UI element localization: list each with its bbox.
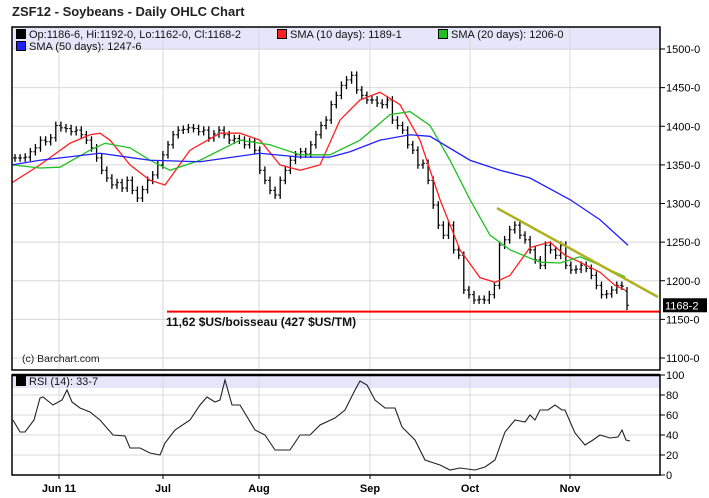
sma-line-20 [11,110,626,278]
legend-rsi-text: RSI (14): 33-7 [29,376,99,388]
rsi-line [12,377,631,471]
price-tick-label: 1400-0 [666,121,700,133]
price-legend-band [12,27,660,50]
credit: (c) Barchart.com [22,353,100,365]
price-panel-border [11,26,661,371]
legend-sma20-text: SMA (20 days): 1206-0 [451,29,564,41]
legend-rsi: RSI (14): 33-7 [16,376,98,388]
rsi-tick-label: 80 [666,390,678,402]
price-tick-label: 1350-0 [666,160,700,172]
rsi-panel-border [11,374,661,476]
rsi-tick-label: 100 [666,370,684,382]
legend-sma20: SMA (20 days): 1206-0 [438,29,564,41]
sma-line-10 [11,91,626,291]
x-tick-label: Jun 11 [42,483,76,495]
legend-sma10-text: SMA (10 days): 1189-1 [290,29,402,41]
price-tick-label: 1300-0 [666,199,700,211]
legend-ohlc: Op:1186-6, Hi:1192-0, Lo:1162-0, Cl:1168… [16,29,241,41]
legend-sma50: SMA (50 days): 1247-6 [16,41,142,53]
rsi-tick-label: 40 [666,430,678,442]
x-tick-label: Nov [560,483,582,495]
price-tick-label: 1100-0 [666,353,699,365]
price-tick-label: 1500-0 [666,44,700,56]
price-tick-label: 1200-0 [666,276,700,288]
x-tick-label: Sep [360,483,380,495]
last-price-box [663,298,707,313]
resistance-trendline [496,207,659,299]
price-tick-label: 1150-0 [666,314,699,326]
price-tick-label: 1450-0 [666,83,700,95]
legend-sma50-text: SMA (50 days): 1247-6 [29,41,142,53]
support-annotation: 11,62 $US/boisseau (427 $US/TM) [166,315,357,329]
price-panel [12,27,660,370]
price-tick-label: 1250-0 [666,237,700,249]
rsi-legend-band [12,375,660,388]
rsi-tick-label: 60 [666,410,678,422]
last-price-label: 1168-2 [665,300,698,312]
chart-title: ZSF12 - Soybeans - Daily OHLC Chart [12,4,245,19]
x-tick-label: Oct [461,483,480,495]
legend-sma10: SMA (10 days): 1189-1 [277,29,402,41]
x-tick-label: Jul [155,483,171,495]
legend-ohlc-text: Op:1186-6, Hi:1192-0, Lo:1162-0, Cl:1168… [29,29,241,41]
sma-line-50 [11,134,629,246]
rsi-tick-label: 20 [666,450,678,462]
rsi-tick-label: 0 [666,470,672,482]
x-tick-label: Aug [248,483,269,495]
